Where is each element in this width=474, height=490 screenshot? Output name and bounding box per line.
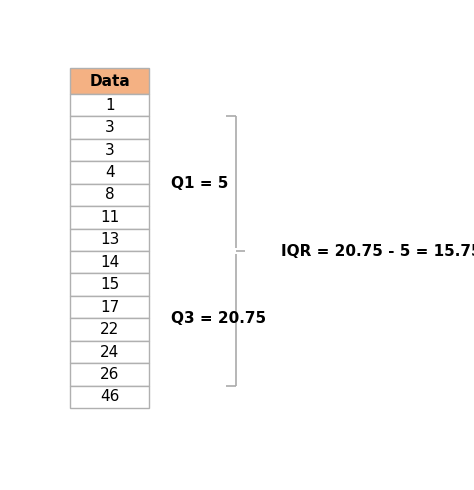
- FancyBboxPatch shape: [70, 273, 149, 296]
- Text: 4: 4: [105, 165, 115, 180]
- Text: Data: Data: [90, 74, 130, 89]
- Text: 22: 22: [100, 322, 119, 337]
- FancyBboxPatch shape: [70, 318, 149, 341]
- Text: 3: 3: [105, 143, 115, 157]
- FancyBboxPatch shape: [70, 386, 149, 408]
- FancyBboxPatch shape: [70, 206, 149, 228]
- Text: Q3 = 20.75: Q3 = 20.75: [171, 311, 266, 326]
- Text: 17: 17: [100, 300, 119, 315]
- FancyBboxPatch shape: [70, 363, 149, 386]
- FancyBboxPatch shape: [70, 68, 149, 94]
- Text: 26: 26: [100, 367, 119, 382]
- FancyBboxPatch shape: [70, 228, 149, 251]
- FancyBboxPatch shape: [70, 139, 149, 161]
- FancyBboxPatch shape: [70, 161, 149, 184]
- Text: 14: 14: [100, 255, 119, 270]
- FancyBboxPatch shape: [70, 251, 149, 273]
- Text: 8: 8: [105, 187, 115, 202]
- Text: 13: 13: [100, 232, 119, 247]
- FancyBboxPatch shape: [70, 184, 149, 206]
- Text: 1: 1: [105, 98, 115, 113]
- Text: 3: 3: [105, 120, 115, 135]
- Text: 11: 11: [100, 210, 119, 225]
- FancyBboxPatch shape: [70, 94, 149, 116]
- FancyBboxPatch shape: [70, 116, 149, 139]
- Text: 15: 15: [100, 277, 119, 292]
- Text: 46: 46: [100, 390, 119, 404]
- Text: IQR = 20.75 - 5 = 15.75: IQR = 20.75 - 5 = 15.75: [282, 244, 474, 259]
- Text: Q1 = 5: Q1 = 5: [171, 176, 228, 191]
- Text: 24: 24: [100, 344, 119, 360]
- FancyBboxPatch shape: [70, 296, 149, 318]
- FancyBboxPatch shape: [70, 341, 149, 363]
